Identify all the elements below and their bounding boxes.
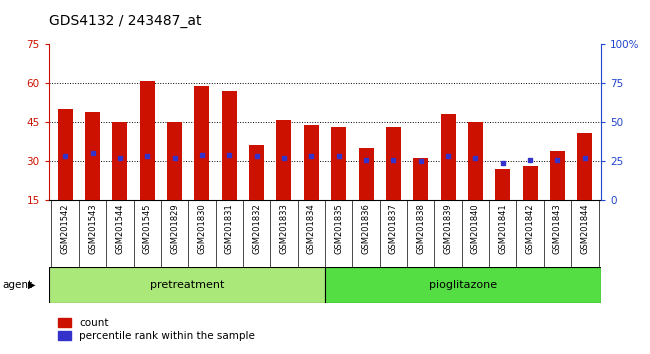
Text: GSM201843: GSM201843 [553, 203, 562, 254]
Bar [413, 159, 428, 200]
Text: GSM201838: GSM201838 [416, 203, 425, 254]
Text: GSM201829: GSM201829 [170, 203, 179, 254]
Bar [331, 127, 346, 200]
Bar [58, 109, 73, 200]
Bar [523, 166, 538, 200]
Text: GSM201833: GSM201833 [280, 203, 289, 254]
Bar [112, 122, 127, 200]
Bar [550, 151, 565, 200]
Bar [359, 148, 374, 200]
Bar [441, 114, 456, 200]
Bar [276, 120, 291, 200]
Text: GSM201543: GSM201543 [88, 203, 97, 254]
Text: GSM201841: GSM201841 [499, 203, 507, 254]
Bar [49, 267, 325, 303]
Bar [249, 145, 264, 200]
Text: GSM201835: GSM201835 [334, 203, 343, 254]
Text: GSM201839: GSM201839 [443, 203, 452, 254]
Text: GSM201544: GSM201544 [115, 203, 124, 254]
Text: GSM201830: GSM201830 [198, 203, 207, 254]
Bar [386, 127, 401, 200]
Text: GSM201542: GSM201542 [60, 203, 70, 254]
Legend: count, percentile rank within the sample: count, percentile rank within the sample [54, 314, 259, 345]
Bar [325, 267, 601, 303]
Text: GSM201840: GSM201840 [471, 203, 480, 254]
Bar [304, 125, 319, 200]
Text: GSM201831: GSM201831 [225, 203, 234, 254]
Bar [468, 122, 483, 200]
Text: GSM201545: GSM201545 [143, 203, 151, 254]
Text: pioglitazone: pioglitazone [429, 280, 497, 290]
Text: GSM201834: GSM201834 [307, 203, 316, 254]
Bar [85, 112, 100, 200]
Text: GSM201837: GSM201837 [389, 203, 398, 254]
Text: ▶: ▶ [28, 280, 36, 290]
Text: GSM201836: GSM201836 [361, 203, 370, 254]
Text: GSM201842: GSM201842 [526, 203, 535, 254]
Bar [495, 169, 510, 200]
Bar [140, 81, 155, 200]
Text: GSM201832: GSM201832 [252, 203, 261, 254]
Bar [167, 122, 182, 200]
Bar [577, 132, 592, 200]
Text: GDS4132 / 243487_at: GDS4132 / 243487_at [49, 14, 202, 28]
Text: GSM201844: GSM201844 [580, 203, 590, 254]
Bar [194, 86, 209, 200]
Text: agent: agent [2, 280, 32, 290]
Text: pretreatment: pretreatment [150, 280, 224, 290]
Bar [222, 91, 237, 200]
